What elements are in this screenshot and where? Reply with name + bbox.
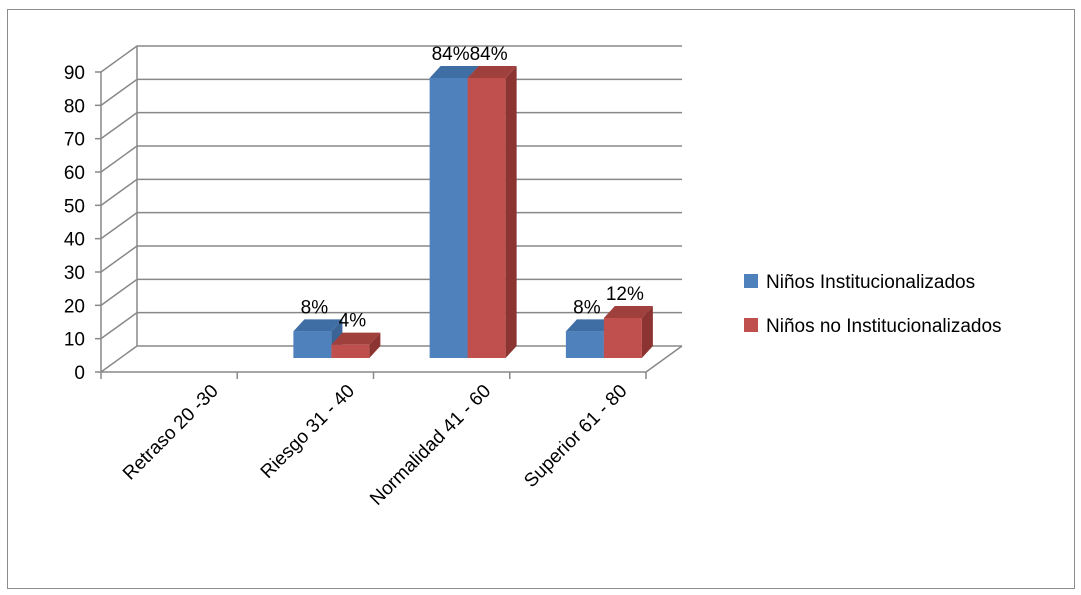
data-label: 8%: [573, 297, 601, 318]
legend-swatch: [744, 274, 758, 288]
gridline: [100, 211, 682, 240]
chart-walls: [100, 46, 683, 373]
data-label: 4%: [339, 311, 367, 332]
gridline: [100, 111, 682, 140]
gridline: [100, 245, 682, 273]
y-tick-label: 50: [64, 196, 85, 217]
gridline: [100, 145, 682, 173]
gridline: [100, 45, 682, 73]
bar: [565, 331, 604, 358]
bar-top: [603, 306, 653, 318]
bar-top: [565, 319, 615, 332]
bars: [293, 66, 653, 358]
bar: [603, 318, 642, 358]
legend-swatch: [744, 318, 758, 332]
category-labels: Retraso 20 -30 Riesgo 31 - 40 Normalidad 4…: [119, 381, 631, 510]
bar-top: [429, 66, 479, 78]
y-tick-label: 10: [64, 330, 85, 351]
y-tick-label: 40: [64, 230, 85, 251]
legend: Niños Institucionalizados Niños no Instit…: [744, 272, 1002, 337]
gridline: [100, 178, 682, 206]
y-tick-label: 80: [64, 96, 85, 117]
data-label: 84%: [470, 44, 508, 65]
category-label: Superior 61 - 80: [520, 381, 631, 492]
y-axis-ticks: 0 10 20 30 40 50 60 70 80 90: [64, 63, 101, 384]
bar-top: [293, 319, 343, 332]
y-tick-label: 90: [64, 63, 85, 84]
bar: [467, 78, 506, 358]
bar: [331, 344, 370, 358]
data-label: 8%: [301, 297, 329, 318]
gridline: [100, 78, 682, 106]
bar: [293, 331, 332, 358]
y-tick-label: 0: [74, 363, 85, 384]
bar-side: [505, 66, 517, 358]
data-labels: 8%4%84% 84%8%12%: [301, 44, 644, 332]
y-tick-label: 60: [64, 163, 85, 184]
chart-area: 0 10 20 30 40 50 60 70 80 90 8% 4% 84% 84% 8% 12% Retr…: [7, 9, 1075, 589]
category-label: Riesgo 31 - 40: [257, 381, 359, 483]
bar-side: [641, 306, 653, 358]
legend-label: Niños no Institucionalizados: [766, 316, 1002, 337]
category-label: Normalidad 41 - 60: [366, 381, 495, 510]
bar-top: [331, 332, 381, 345]
floor-right-edge: [645, 345, 683, 373]
x-axis: [100, 371, 647, 379]
legend-label: Niños Institucionalizados: [766, 272, 975, 293]
data-label: 84%: [432, 44, 470, 65]
bar: [429, 78, 468, 358]
y-tick-label: 70: [64, 130, 85, 151]
data-label: 12%: [606, 284, 644, 305]
y-tick-label: 30: [64, 263, 85, 284]
category-label: Retraso 20 -30: [119, 381, 223, 485]
y-tick-label: 20: [64, 296, 85, 317]
bar-side: [369, 332, 381, 358]
bar-top: [467, 66, 517, 78]
